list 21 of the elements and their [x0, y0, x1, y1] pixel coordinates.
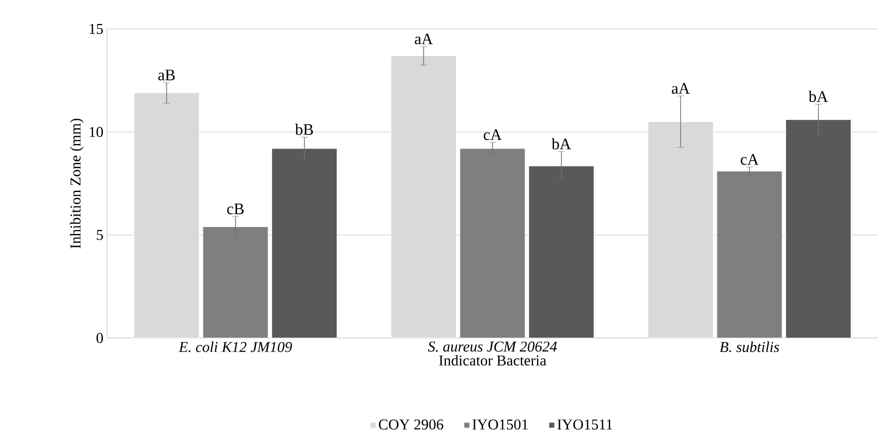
data-label: aA [672, 83, 690, 94]
x-tick-label: E. coli K12 JM109 [178, 342, 292, 352]
y-tick-label: 5 [96, 230, 103, 240]
data-label: cA [484, 129, 502, 140]
y-tick-label: 10 [90, 126, 103, 138]
legend-label: IYO1511 [557, 419, 612, 430]
legend-label: IYO1501 [472, 419, 528, 430]
data-label: bA [552, 138, 572, 150]
y-tick-label: 0 [96, 332, 103, 344]
y-tick-label: 15 [90, 24, 103, 34]
data-label: bB [295, 124, 313, 135]
data-label: bA [808, 90, 828, 102]
data-label: cA [740, 154, 759, 165]
data-label: cB [227, 204, 244, 214]
x-tick-label: S. aureus JCM 20624 [428, 342, 557, 352]
x-tick-label: B. subtilis [720, 342, 780, 352]
y-axis-title: Inhibition Zone (mm) [70, 118, 84, 248]
x-axis-title: Indicator Bacteria [439, 355, 546, 366]
data-label: aB [158, 70, 175, 80]
legend-label: COY 2906 [378, 419, 444, 430]
data-label: aA [414, 34, 433, 44]
